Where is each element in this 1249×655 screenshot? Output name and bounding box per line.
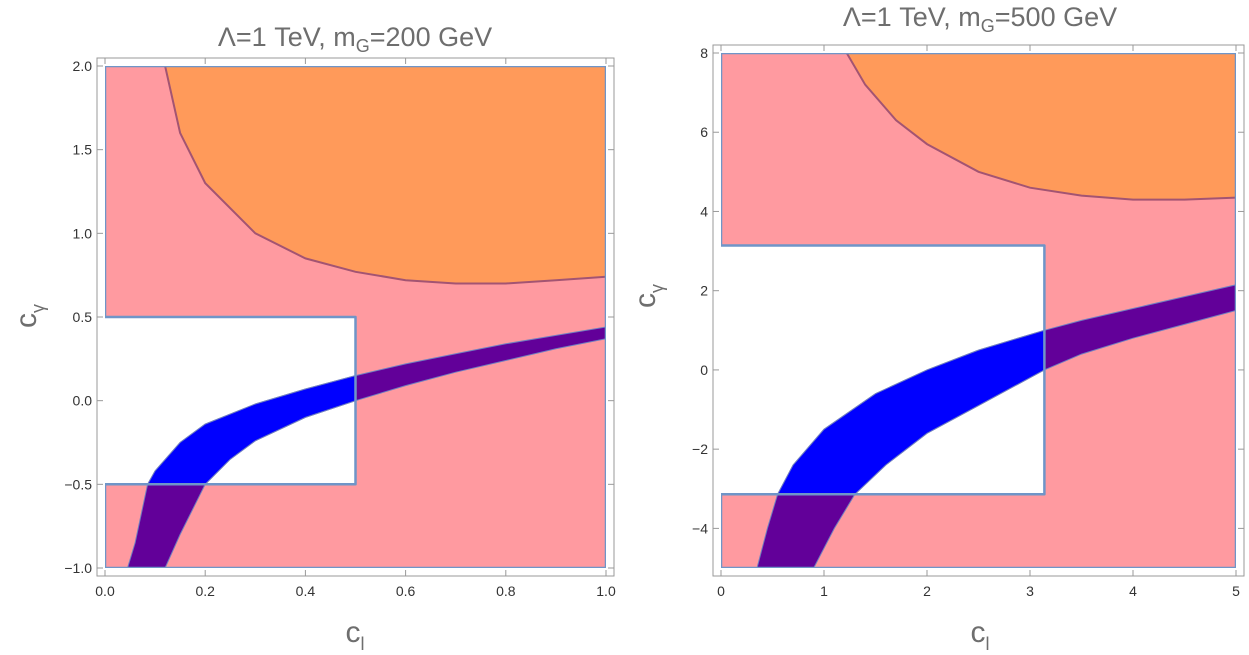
right-y-tick-label: −4 bbox=[692, 520, 708, 536]
right-orange-boundary-line bbox=[845, 53, 1236, 201]
left-orange-region bbox=[165, 66, 606, 284]
right-chart-panel: Λ=1 TeV, mG=500 GeV 0 1 2 3 4 5 −4 −2 0 2 4 6 8 cl c… bbox=[629, 2, 1245, 654]
left-plot-area: 0.0 0.2 0.4 0.6 0.8 1.0 −1.0 −0.5 0.0 0.5 1.0 1.5 2.… bbox=[64, 57, 616, 599]
right-x-tick-label: 4 bbox=[1129, 583, 1137, 599]
right-y-tick-label: 4 bbox=[700, 203, 708, 219]
right-orange-region bbox=[846, 53, 1236, 200]
left-x-tick-label: 0.6 bbox=[396, 583, 416, 599]
right-y-tick-label: −2 bbox=[692, 441, 708, 457]
right-x-tick-label: 1 bbox=[820, 583, 828, 599]
right-frame bbox=[712, 44, 1245, 577]
left-chart-title: Λ=1 TeV, mG=200 GeV bbox=[218, 22, 492, 56]
left-y-tick-label: −0.5 bbox=[64, 476, 92, 492]
left-y-tick-label: 0.0 bbox=[73, 393, 93, 409]
left-x-tick-label: 0.4 bbox=[296, 583, 316, 599]
right-y-axis-label: cγ bbox=[629, 284, 667, 308]
left-x-axis-label: cl bbox=[346, 616, 365, 654]
right-chart-title: Λ=1 TeV, mG=500 GeV bbox=[843, 2, 1117, 36]
left-x-tick-label: 1.0 bbox=[596, 583, 616, 599]
left-y-tick-label: 2.0 bbox=[73, 58, 93, 74]
right-x-tick-label: 2 bbox=[923, 583, 931, 599]
left-x-tick-label: 0.2 bbox=[195, 583, 215, 599]
right-y-tick-label: 0 bbox=[700, 362, 708, 378]
left-y-tick-label: −1.0 bbox=[64, 560, 92, 576]
left-data-layer bbox=[105, 66, 606, 568]
right-y-tick-label: 6 bbox=[700, 124, 708, 140]
left-region-boundary bbox=[105, 66, 606, 568]
left-band-inside bbox=[147, 375, 356, 485]
right-plot-area: 0 1 2 3 4 5 −4 −2 0 2 4 6 8 bbox=[692, 44, 1245, 599]
right-x-axis-label: cl bbox=[971, 616, 990, 654]
left-x-tick-label: 0.0 bbox=[95, 583, 115, 599]
right-band-inside bbox=[777, 329, 1045, 495]
left-y-tick-label: 1.5 bbox=[73, 142, 93, 158]
right-region-boundary bbox=[721, 53, 1236, 568]
right-data-layer bbox=[721, 53, 1236, 568]
left-x-tick-label: 0.8 bbox=[496, 583, 516, 599]
left-y-tick-label: 0.5 bbox=[73, 309, 93, 325]
left-chart-panel: Λ=1 TeV, mG=200 GeV 0.0 0.2 0.4 0.6 0.8 1.0 −1… bbox=[10, 22, 616, 654]
left-orange-boundary-line bbox=[164, 66, 606, 285]
right-y-tick-label: 8 bbox=[700, 45, 708, 61]
right-x-tick-label: 5 bbox=[1232, 583, 1240, 599]
left-y-tick-label: 1.0 bbox=[73, 225, 93, 241]
left-y-axis-label: cγ bbox=[10, 304, 48, 328]
right-y-tick-label: 2 bbox=[700, 283, 708, 299]
right-x-tick-label: 3 bbox=[1026, 583, 1034, 599]
right-x-tick-label: 0 bbox=[717, 583, 725, 599]
